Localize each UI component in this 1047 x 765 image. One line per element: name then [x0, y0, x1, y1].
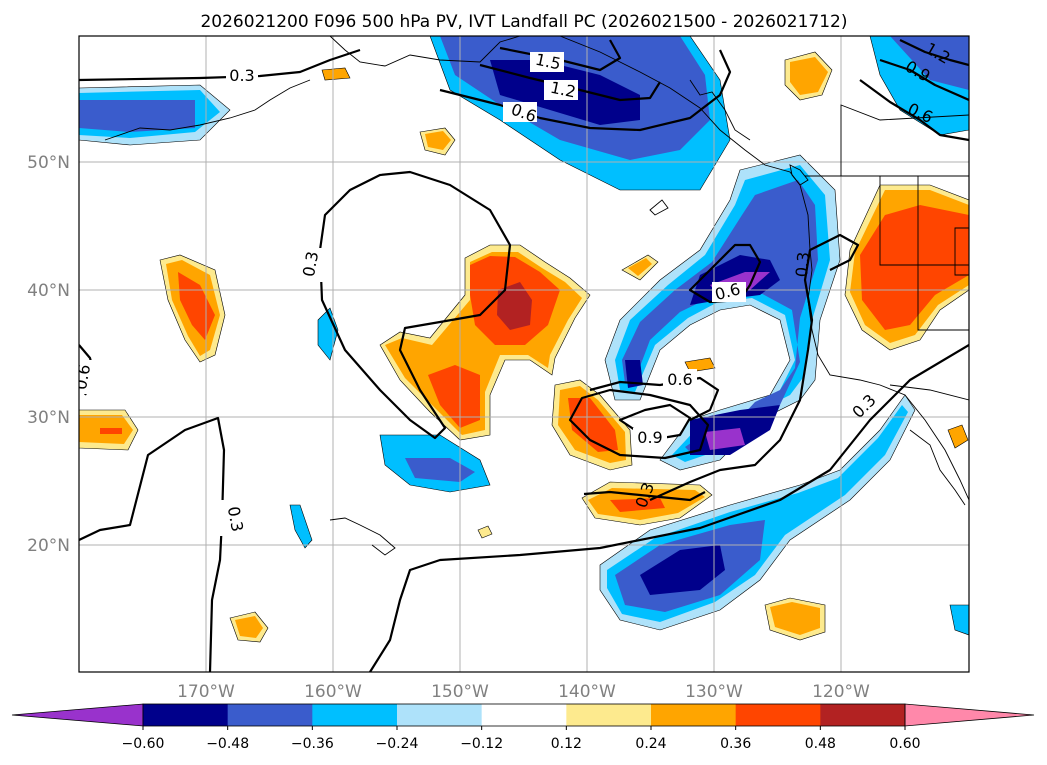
contour-0.3-loop: [318, 170, 512, 440]
coast-vancouver: [789, 164, 809, 186]
pc-positive-tiny-1: [321, 67, 351, 81]
colorbar-segment: [735, 704, 821, 726]
pc-positive-tiny-4: [947, 424, 969, 449]
contour-0.6-ne: [859, 79, 969, 142]
contour-label: 1.5: [534, 50, 563, 74]
pc-positive-tiny-5: [477, 525, 493, 539]
colorbar-segment: [143, 704, 229, 726]
colorbar-segment: [566, 704, 652, 726]
pc-negative-ring-mid: [622, 180, 818, 452]
contour-label: 0.6: [71, 363, 94, 391]
pc-negative-lower-extreme: [705, 428, 745, 450]
colorbar-tick-label: −0.36: [291, 736, 334, 752]
lat-label-30: 30°N: [27, 408, 70, 428]
colorbar-segment: [820, 704, 906, 726]
longitude-labels: 170°W 160°W 150°W 140°W 130°W 120°W: [177, 682, 870, 702]
colorbar-tick-label: 0.12: [551, 736, 582, 752]
colorbar-segment: [397, 704, 483, 726]
pc-positive-central-core: [497, 282, 532, 330]
pc-positive-tiny-3: [684, 357, 716, 373]
coastlines: [104, 36, 969, 556]
coast-panhandle: [559, 36, 969, 501]
map-area: 0.3 0.3 0.3 0.3 0.3 0.6 0.6 0.6 0.6 0.6 …: [71, 36, 969, 672]
colorbar-tick-label: 0.60: [889, 736, 920, 752]
lon-label-150w: 150°W: [431, 682, 489, 702]
pc-negative-nw-core: [79, 100, 195, 132]
contour-labels: 0.3 0.3 0.3 0.3 0.3 0.6 0.6 0.6 0.6 0.6 …: [71, 39, 954, 536]
pc-positive-sw-small-inner: [235, 616, 263, 638]
contour-0.3-north: [79, 48, 361, 82]
pc-positive-south-core: [610, 498, 665, 512]
pc-negative-se-corner: [949, 604, 969, 636]
pc-positive-n-small-inner: [425, 131, 451, 150]
lon-label-120w: 120°W: [812, 682, 870, 702]
border-states-4: [954, 227, 969, 276]
lat-label-20: 20°N: [27, 536, 70, 556]
colorbar-tick-label: −0.48: [206, 736, 249, 752]
contour-label: 0.3: [299, 250, 322, 278]
colorbar-segment: [481, 704, 567, 726]
contour-1.2-mid: [479, 63, 661, 102]
lon-label-170w: 170°W: [177, 682, 235, 702]
pc-positive-subtropic-core: [568, 398, 618, 452]
colorbar-tick-label: 0.48: [805, 736, 836, 752]
pc-positive-central-red-b: [428, 365, 480, 428]
coast-small-isle: [649, 199, 669, 216]
pc-shading: [79, 36, 969, 643]
colorbar-segment: [312, 704, 398, 726]
colorbar-tick-label: 0.24: [635, 736, 666, 752]
coast-baja: [909, 429, 966, 506]
pc-positive-east-land-core: [860, 205, 969, 330]
contour-label: 1.2: [549, 78, 578, 102]
colorbar-segment: [227, 704, 313, 726]
contour-label: 0.3: [792, 251, 813, 278]
contour-0.6-lower: [589, 376, 720, 421]
contour-0.9-ne: [879, 58, 969, 102]
pc-positive-far-west-core: [100, 428, 122, 434]
colorbar-extend-low: [11, 703, 144, 727]
pc-negative-ne-inner: [890, 36, 969, 90]
contour-1.2-ne: [899, 39, 969, 67]
pc-negative-west-isle: [289, 504, 313, 549]
colorbar-tick-label: −0.60: [122, 736, 165, 752]
contour-label: 0.3: [224, 505, 247, 533]
border-states-1: [879, 176, 969, 266]
lon-label-160w: 160°W: [304, 682, 362, 702]
coast-hawaii: [329, 517, 396, 556]
contour-label: 0.6: [667, 370, 692, 389]
contour-0.9-loop: [568, 388, 710, 460]
latitude-labels: 50°N 40°N 30°N 20°N: [27, 153, 70, 556]
colorbar-tick-label: 0.36: [720, 736, 751, 752]
colorbar-tick-label: −0.12: [460, 736, 503, 752]
colorbar-frame: [142, 703, 906, 727]
lat-label-40: 40°N: [27, 281, 70, 301]
pc-negative-south-arc-core: [640, 545, 725, 595]
contour-0.3-south: [79, 416, 226, 672]
coast-islands-1: [689, 79, 751, 141]
lon-label-140w: 140°W: [558, 682, 616, 702]
pc-negative-small-core: [625, 360, 643, 388]
contour-label: 0.9: [637, 428, 662, 447]
colorbar-extend-high: [904, 703, 1035, 727]
map-frame: [78, 35, 970, 673]
map-title: 2026021200 F096 500 hPa PV, IVT Landfall…: [200, 12, 847, 32]
border-states-2: [917, 176, 969, 331]
border-states-3: [840, 104, 969, 176]
pc-negative-hawaii-east-core: [405, 458, 475, 482]
graticule: [79, 36, 969, 672]
pc-positive-ne-small-inner: [790, 57, 828, 95]
contour-label: 0.3: [229, 66, 254, 85]
contour-0.3-sw-arc: [369, 344, 969, 672]
lon-label-130w: 130°W: [685, 682, 743, 702]
pc-positive-se-small-inner: [770, 602, 820, 635]
pc-positive-tiny-2-inner: [628, 258, 652, 276]
colorbar-tick-label: −0.24: [376, 736, 419, 752]
contour-0.3-ring: [649, 233, 860, 502]
lat-label-50: 50°N: [27, 153, 70, 173]
coast-aleutians: [104, 79, 311, 141]
contour-0.3-cutoff: [583, 490, 706, 502]
colorbar: −0.60 −0.48 −0.36 −0.24 −0.12 0.12 0.24 0.36 0.4…: [11, 703, 1035, 752]
colorbar-segment: [651, 704, 737, 726]
